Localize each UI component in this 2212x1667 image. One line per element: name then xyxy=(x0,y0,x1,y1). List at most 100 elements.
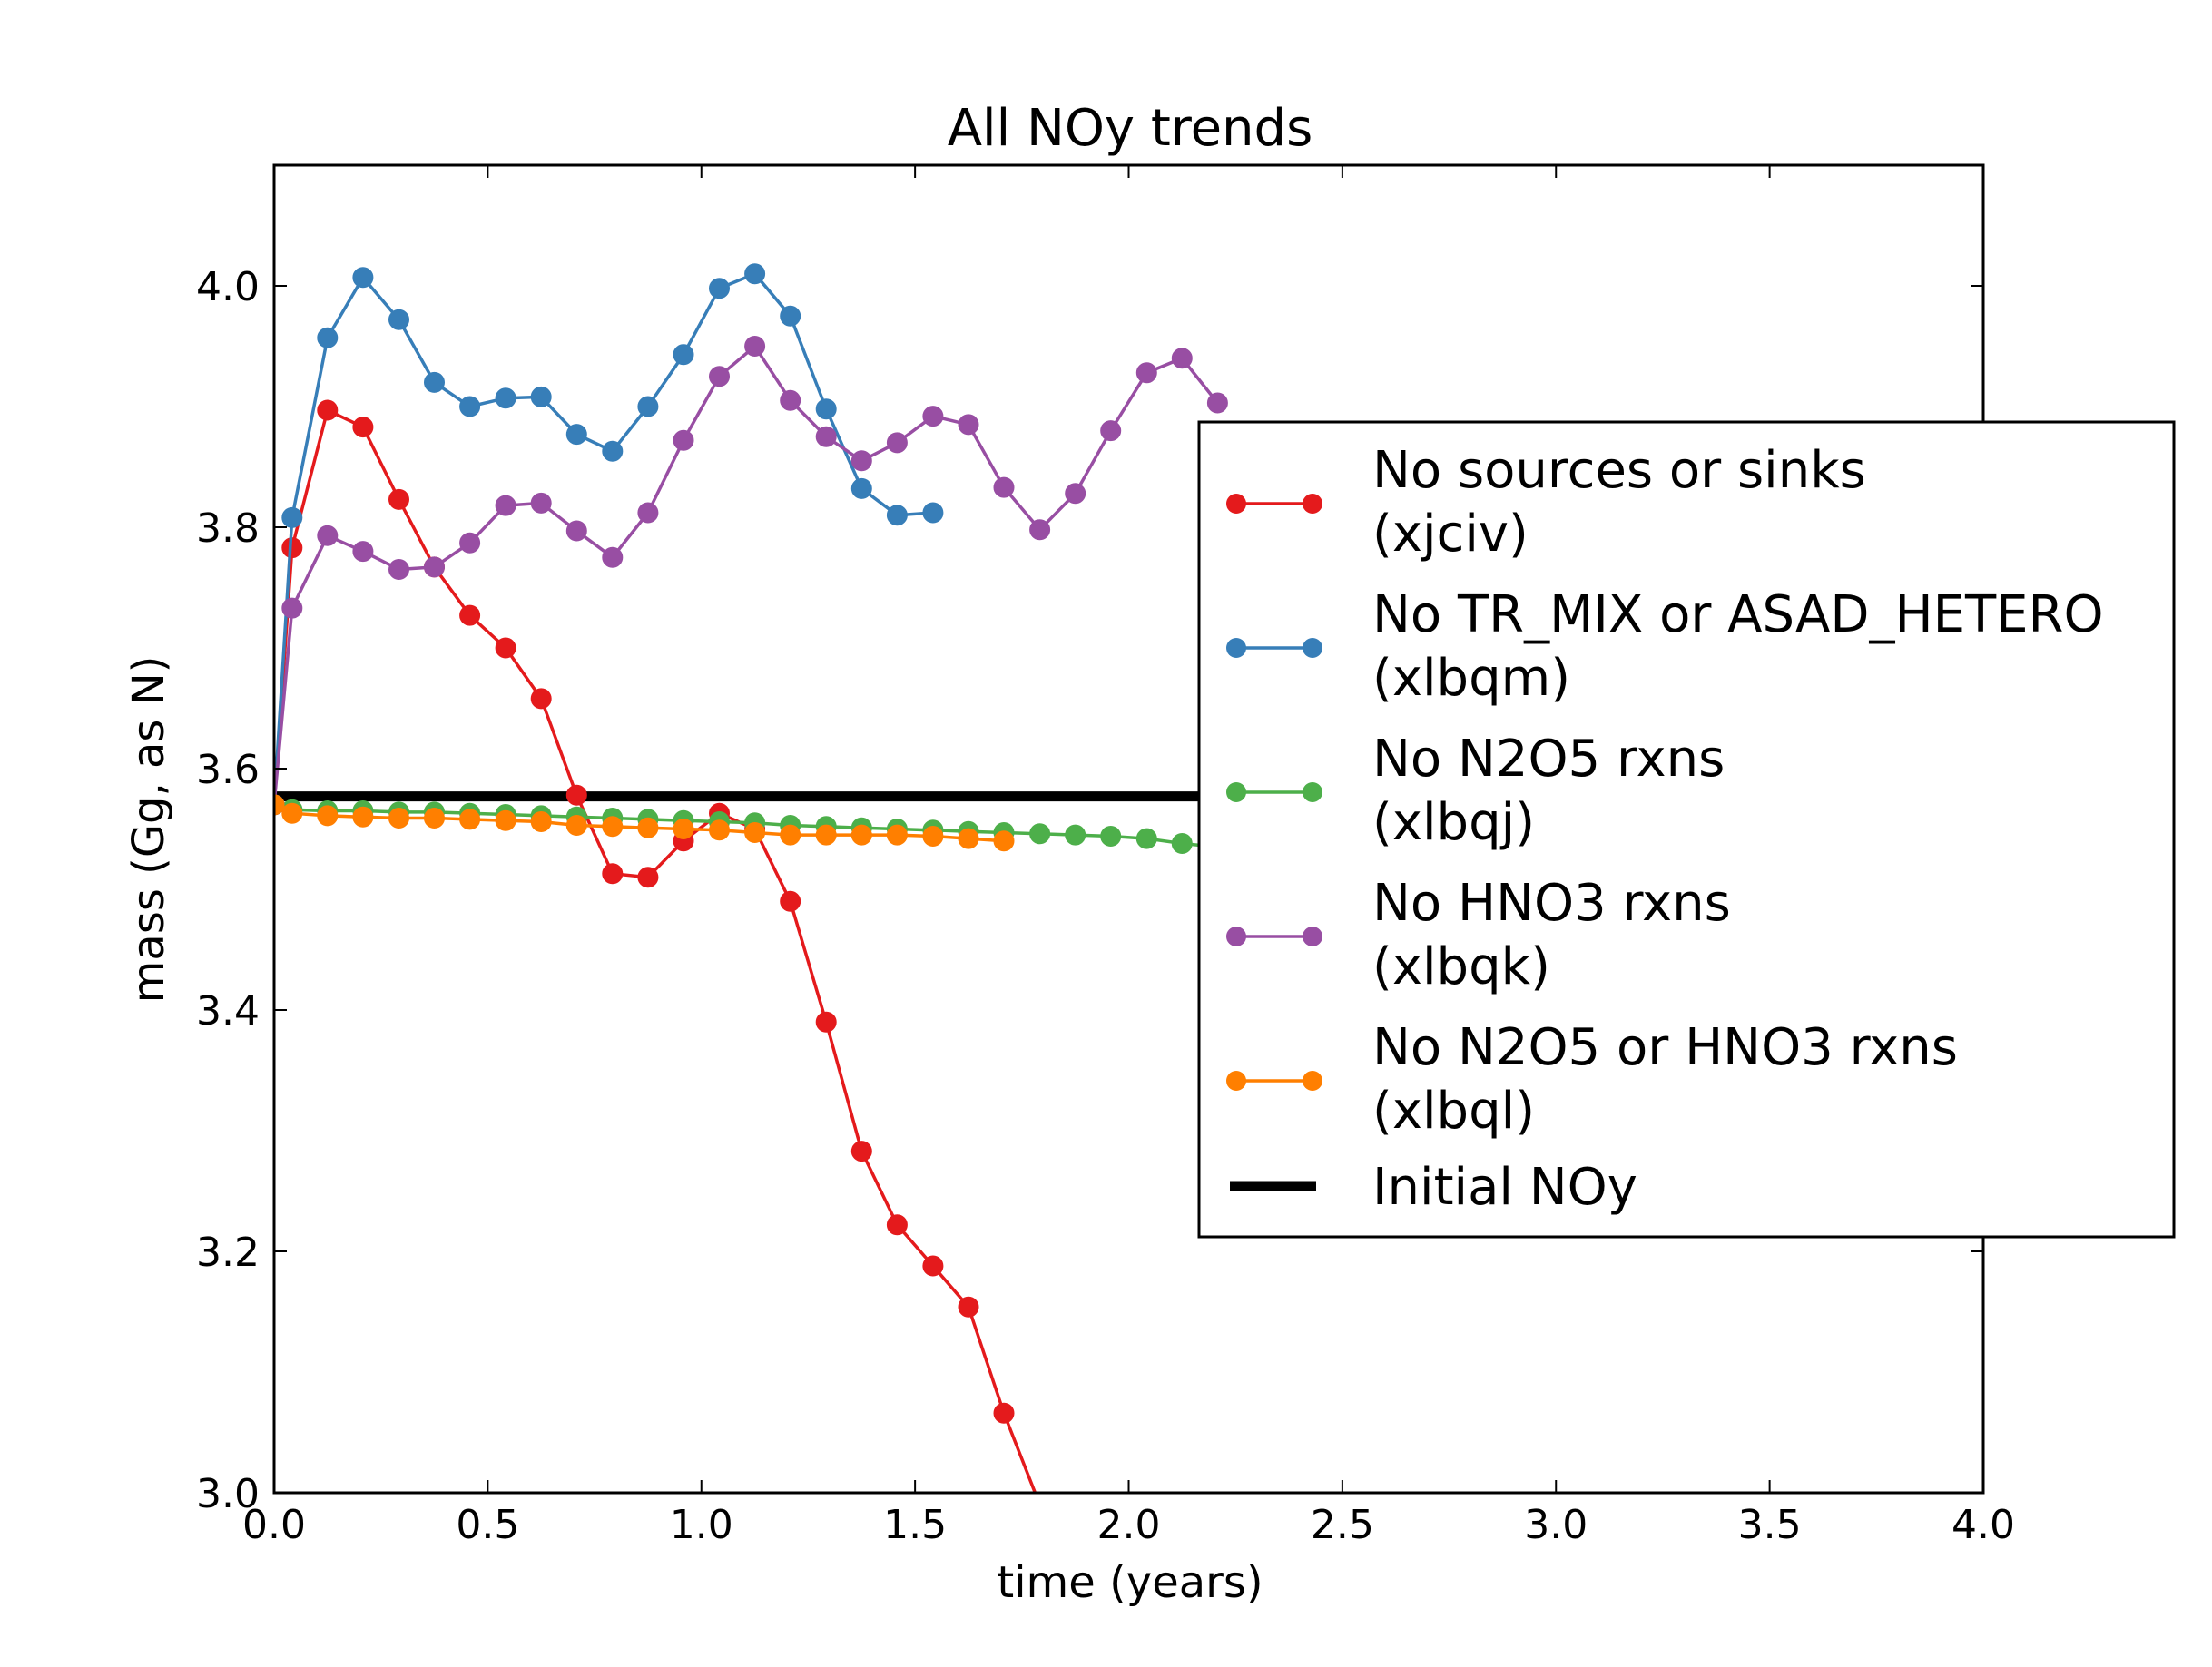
data-point-3-3 xyxy=(352,541,374,563)
legend-swatch-marker-1 xyxy=(1303,638,1322,658)
data-point-3-20 xyxy=(958,414,979,436)
legend-swatch-marker-4 xyxy=(1303,1071,1322,1091)
x-tick-label: 1.0 xyxy=(670,1502,733,1548)
data-point-3-7 xyxy=(495,495,516,516)
data-point-1-13 xyxy=(709,278,730,299)
chart-title: All NOy trends xyxy=(948,99,1313,158)
data-point-0-18 xyxy=(886,1214,908,1236)
data-point-1-2 xyxy=(317,327,339,348)
data-point-4-3 xyxy=(352,806,374,828)
data-point-3-18 xyxy=(886,432,908,454)
x-tick-label: 2.0 xyxy=(1097,1502,1161,1548)
data-point-1-14 xyxy=(744,263,766,285)
x-tick-label: 2.5 xyxy=(1311,1502,1374,1548)
data-point-0-19 xyxy=(922,1255,944,1277)
y-axis-label: mass (Gg, as N) xyxy=(123,656,174,1004)
y-tick-label: 3.4 xyxy=(196,988,260,1035)
data-point-4-0 xyxy=(274,794,285,816)
data-point-1-1 xyxy=(281,506,303,528)
data-point-0-10 xyxy=(602,863,624,885)
legend-box xyxy=(1197,420,2176,1239)
data-point-3-2 xyxy=(317,525,339,546)
data-point-2-25 xyxy=(1135,828,1157,849)
data-point-4-2 xyxy=(317,805,339,827)
legend-label: Initial NOy xyxy=(1372,1158,1637,1217)
plot-area xyxy=(274,263,1983,1493)
data-point-3-6 xyxy=(459,532,481,554)
data-point-4-21 xyxy=(993,830,1015,852)
x-axis-label: time (years) xyxy=(997,1557,1263,1608)
y-tick-label: 3.6 xyxy=(196,747,260,793)
data-point-3-14 xyxy=(744,336,766,357)
x-tick-label: 0.5 xyxy=(456,1502,519,1548)
data-point-4-1 xyxy=(281,802,303,824)
data-point-2-24 xyxy=(1100,826,1122,847)
data-point-4-18 xyxy=(886,824,908,846)
legend-label-line2: (xlbql) xyxy=(1372,1082,1535,1141)
legend-swatch-marker-3 xyxy=(1303,927,1322,946)
data-point-3-27 xyxy=(1206,392,1228,414)
legend-label-line1: No N2O5 or HNO3 rxns xyxy=(1372,1018,1958,1077)
x-tick-label: 3.5 xyxy=(1738,1502,1802,1548)
data-point-4-10 xyxy=(602,816,624,838)
data-point-0-7 xyxy=(495,637,516,659)
data-point-0-17 xyxy=(850,1141,872,1162)
legend-swatch-marker-3 xyxy=(1226,927,1246,946)
data-point-4-20 xyxy=(958,828,979,849)
data-point-1-17 xyxy=(850,477,872,499)
data-point-3-21 xyxy=(993,476,1015,498)
legend-swatch-marker-2 xyxy=(1226,782,1246,802)
series-line-2 xyxy=(274,803,1218,849)
data-point-3-25 xyxy=(1135,362,1157,384)
data-point-3-19 xyxy=(922,406,944,427)
x-tick-label: 1.5 xyxy=(883,1502,947,1548)
data-point-4-14 xyxy=(744,822,766,843)
legend-swatch-marker-4 xyxy=(1226,1071,1246,1091)
data-point-4-9 xyxy=(565,815,587,836)
data-point-4-13 xyxy=(709,819,730,841)
legend-label-line2: (xlbqj) xyxy=(1372,793,1535,852)
data-point-0-20 xyxy=(958,1296,979,1318)
data-point-3-17 xyxy=(850,450,872,472)
data-point-3-23 xyxy=(1065,483,1086,505)
x-tick-label: 3.0 xyxy=(1524,1502,1588,1548)
legend-label-line1: No TR_MIX or ASAD_HETERO xyxy=(1372,585,2104,644)
data-point-3-1 xyxy=(281,597,303,619)
legend-label-line2: (xjciv) xyxy=(1372,505,1529,564)
data-point-3-11 xyxy=(637,502,659,524)
data-point-1-16 xyxy=(815,398,837,420)
data-point-2-26 xyxy=(1171,833,1193,854)
data-point-4-5 xyxy=(424,808,445,829)
data-point-1-4 xyxy=(388,309,409,330)
data-point-0-21 xyxy=(993,1402,1015,1424)
data-point-3-13 xyxy=(709,366,730,387)
data-point-0-9 xyxy=(565,784,587,806)
series-line-4 xyxy=(274,803,1005,843)
y-tick-label: 3.2 xyxy=(196,1230,260,1276)
y-tick-label: 3.8 xyxy=(196,505,260,552)
data-point-3-15 xyxy=(780,389,801,411)
data-point-0-6 xyxy=(459,604,481,626)
data-point-3-9 xyxy=(565,520,587,542)
data-point-4-4 xyxy=(388,808,409,829)
legend-label-line1: No HNO3 rxns xyxy=(1372,874,1731,933)
data-point-3-8 xyxy=(530,492,552,514)
data-point-4-12 xyxy=(673,819,694,839)
legend-label-line2: (xlbqk) xyxy=(1372,937,1550,996)
data-point-1-11 xyxy=(637,396,659,417)
data-point-0-2 xyxy=(317,399,339,421)
legend: No sources or sinks(xjciv) No TR_MIX or A… xyxy=(1197,420,2176,1239)
data-point-3-22 xyxy=(1029,519,1051,541)
data-point-4-8 xyxy=(530,811,552,832)
x-tick-label: 4.0 xyxy=(1951,1502,2015,1548)
data-point-1-15 xyxy=(780,305,801,327)
legend-label-line2: (xlbqm) xyxy=(1372,649,1570,708)
x-tick-label: 0.0 xyxy=(242,1502,306,1548)
data-point-4-17 xyxy=(850,824,872,846)
data-point-4-15 xyxy=(780,824,801,846)
data-point-3-26 xyxy=(1171,348,1193,369)
y-tick-label: 4.0 xyxy=(196,264,260,310)
data-point-4-11 xyxy=(637,817,659,838)
legend-swatch-marker-0 xyxy=(1303,494,1322,514)
data-point-3-16 xyxy=(815,426,837,447)
